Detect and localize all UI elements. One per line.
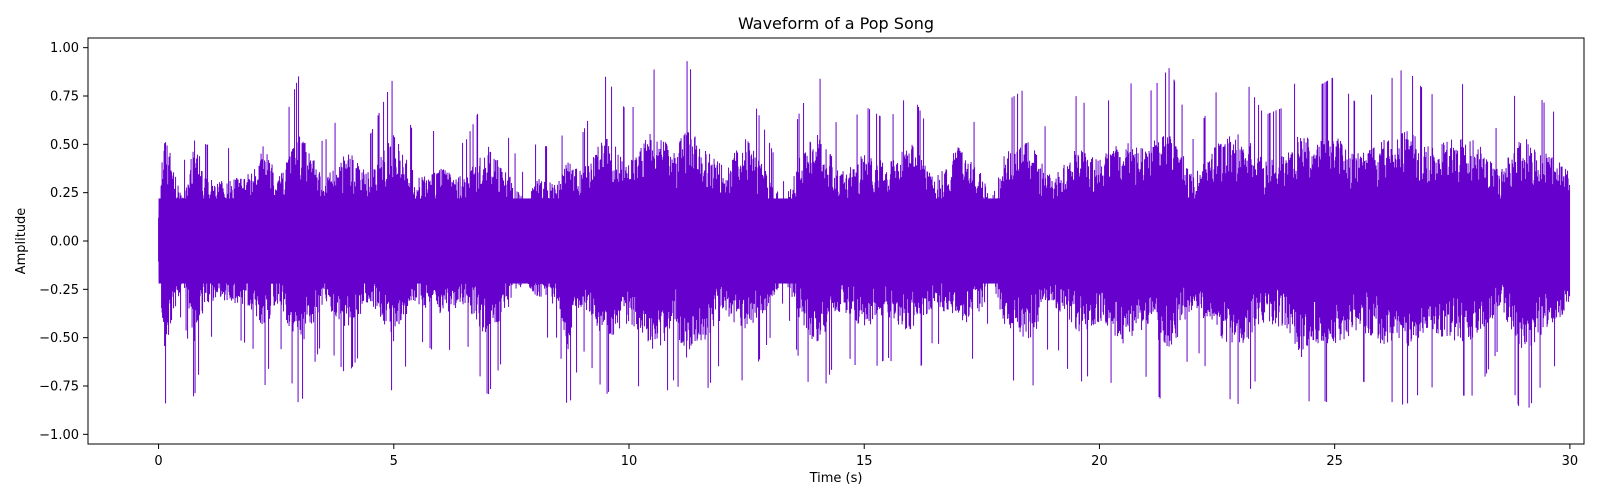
waveform-dense-core xyxy=(158,198,1570,284)
x-tick-label: 10 xyxy=(621,454,638,469)
x-tick-label: 30 xyxy=(1562,454,1579,469)
y-axis-label: Amplitude xyxy=(14,208,29,275)
plot-data-layer xyxy=(158,61,1571,408)
y-tick-label: −1.00 xyxy=(39,428,79,443)
x-tick-label: 20 xyxy=(1091,454,1108,469)
x-axis-label: Time (s) xyxy=(809,471,863,486)
y-tick-label: 0.00 xyxy=(50,235,79,250)
x-tick-label: 25 xyxy=(1326,454,1343,469)
chart-title: Waveform of a Pop Song xyxy=(738,14,934,33)
y-tick-label: −0.75 xyxy=(39,380,79,395)
x-axis: 0 5 10 15 20 25 30 xyxy=(154,444,1578,469)
y-tick-label: −0.50 xyxy=(39,331,79,346)
y-tick-label: 1.00 xyxy=(50,41,79,56)
x-tick-label: 15 xyxy=(856,454,873,469)
y-tick-label: −0.25 xyxy=(39,283,79,298)
y-tick-label: 0.50 xyxy=(50,138,79,153)
y-tick-label: 0.25 xyxy=(50,186,79,201)
x-tick-label: 0 xyxy=(154,454,162,469)
y-axis: 1.00 0.75 0.50 0.25 0.00 −0.25 −0.50 −0.75 −1.00 xyxy=(39,41,88,443)
x-tick-label: 5 xyxy=(390,454,398,469)
y-tick-label: 0.75 xyxy=(50,90,79,105)
